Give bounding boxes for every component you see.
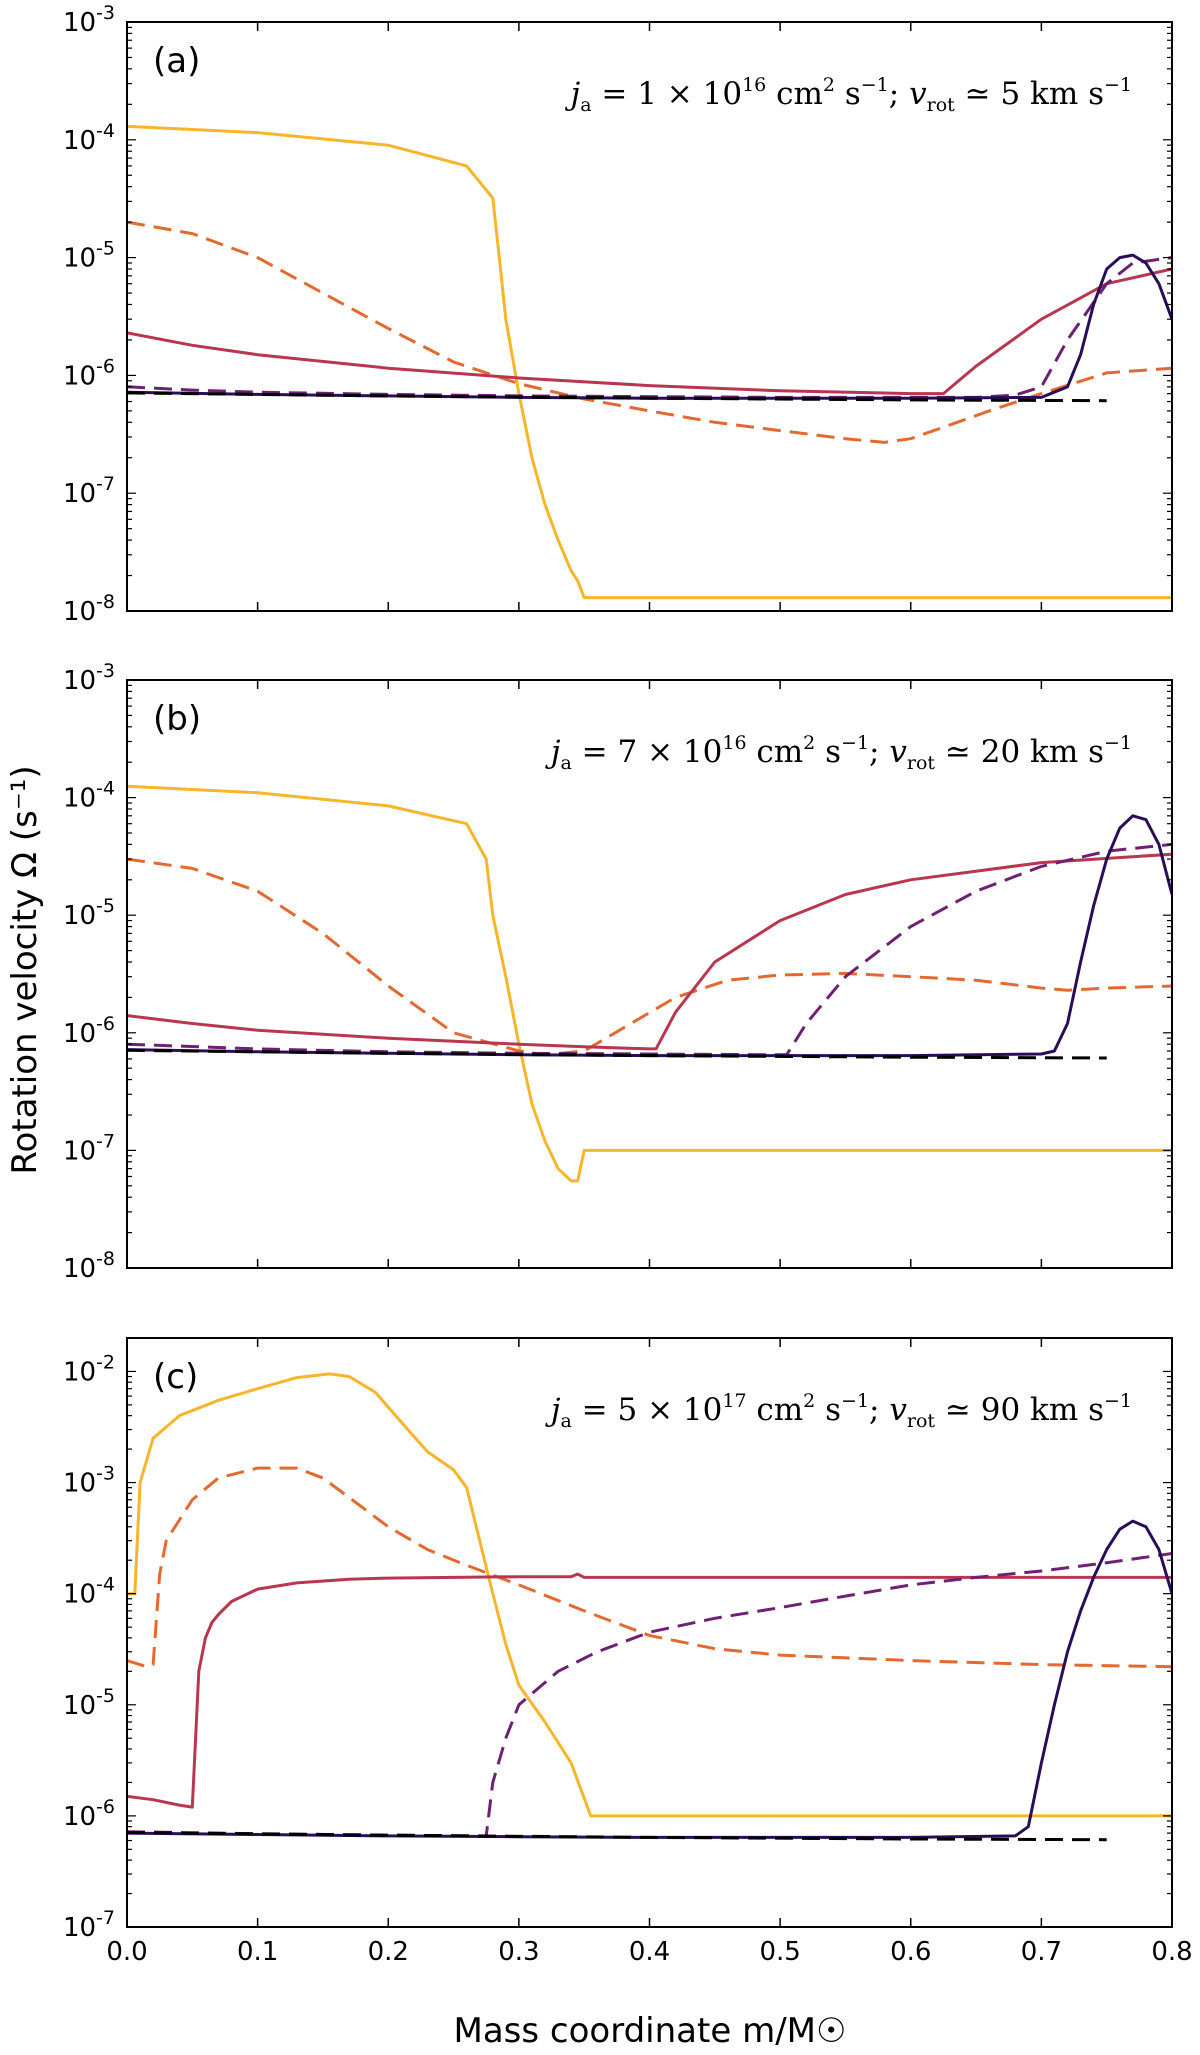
y-tick-label: 10-3	[63, 2, 115, 38]
y-tick-label: 10-4	[63, 1574, 115, 1610]
series-group	[127, 124, 1172, 600]
panel-label: (b)	[153, 699, 201, 739]
x-tick-label: 0.3	[498, 1937, 539, 1967]
y-tick-label: 10-5	[63, 895, 115, 931]
series-black-dashed	[127, 1048, 1107, 1060]
y-tick-label: 10-6	[63, 1013, 115, 1049]
series-red-solid	[127, 1572, 1172, 1809]
panel-c: 0.0 0.1 0.2 0.3 0.4 0.5 0.6 0.7 0.8 10-7 10-6 10-5 1…	[63, 1337, 1193, 1967]
series-group	[127, 784, 1172, 1183]
x-tick-label: 0.1	[237, 1937, 278, 1967]
series-yellow-solid	[127, 124, 1172, 600]
x-tick-label: 0.8	[1151, 1937, 1192, 1967]
series-navy-solid	[127, 814, 1172, 1058]
y-tick-label: 10-3	[63, 1463, 115, 1499]
panel-label: (c)	[153, 1357, 198, 1397]
panel-b: 10-8 10-7 10-6 10-5 10-4 10-3 (b) ja = 7 × 1016…	[63, 660, 1173, 1284]
y-tick-label: 10-7	[63, 1130, 115, 1166]
y-tick-label: 10-6	[63, 1796, 115, 1832]
x-tick-label: 0.4	[629, 1937, 670, 1967]
series-purple-dashed	[127, 256, 1172, 399]
series-purple-dashed	[127, 1552, 1172, 1838]
y-tick-label: 10-4	[63, 778, 115, 814]
y-tick-label: 10-4	[63, 120, 115, 156]
series-yellow-solid	[127, 1372, 1172, 1818]
panel-annotation: ja = 5 × 1017 cm2 s−1; vrot ≃ 90 km s−1	[545, 1390, 1132, 1432]
series-red-solid	[127, 852, 1172, 1051]
x-tick-label: 0.6	[890, 1937, 931, 1967]
series-navy-solid	[127, 253, 1172, 400]
y-tick-label: 10-8	[63, 591, 115, 627]
x-tick-label: 0.0	[106, 1937, 147, 1967]
y-tick-label: 10-7	[63, 473, 115, 509]
series-orange-dashed	[127, 220, 1172, 444]
x-tick-label: 0.5	[759, 1937, 800, 1967]
y-tick-label: 10-8	[63, 1248, 115, 1284]
x-tick-label: 0.2	[368, 1937, 409, 1967]
panel-label: (a)	[153, 41, 200, 81]
panel-annotation: ja = 7 × 1016 cm2 s−1; vrot ≃ 20 km s−1	[545, 732, 1132, 774]
series-purple-dashed	[127, 842, 1172, 1057]
series-navy-solid	[127, 1519, 1172, 1839]
series-red-solid	[127, 267, 1172, 396]
y-tick-label: 10-7	[63, 1907, 115, 1943]
series-black-dashed	[127, 1830, 1107, 1842]
series-orange-dashed	[127, 1466, 1172, 1669]
series-orange-dashed	[127, 857, 1172, 1057]
y-axis-title: Rotation velocity Ω (s⁻¹)	[5, 765, 45, 1174]
x-axis-title: Mass coordinate m/M☉	[454, 2011, 847, 2051]
y-tick-label: 10-3	[63, 660, 115, 696]
y-tick-label: 10-5	[63, 238, 115, 274]
y-tick-label: 10-5	[63, 1685, 115, 1721]
y-tick-label: 10-2	[63, 1351, 115, 1387]
panel-annotation: ja = 1 × 1016 cm2 s−1; vrot ≃ 5 km s−1	[565, 74, 1132, 116]
panel-a: 10-8 10-7 10-6 10-5 10-4 10-3 (a) ja = 1 × 1016…	[63, 2, 1173, 627]
series-group	[127, 1372, 1172, 1842]
x-tick-label: 0.7	[1021, 1937, 1062, 1967]
series-black-dashed	[127, 391, 1107, 403]
y-tick-label: 10-6	[63, 355, 115, 391]
